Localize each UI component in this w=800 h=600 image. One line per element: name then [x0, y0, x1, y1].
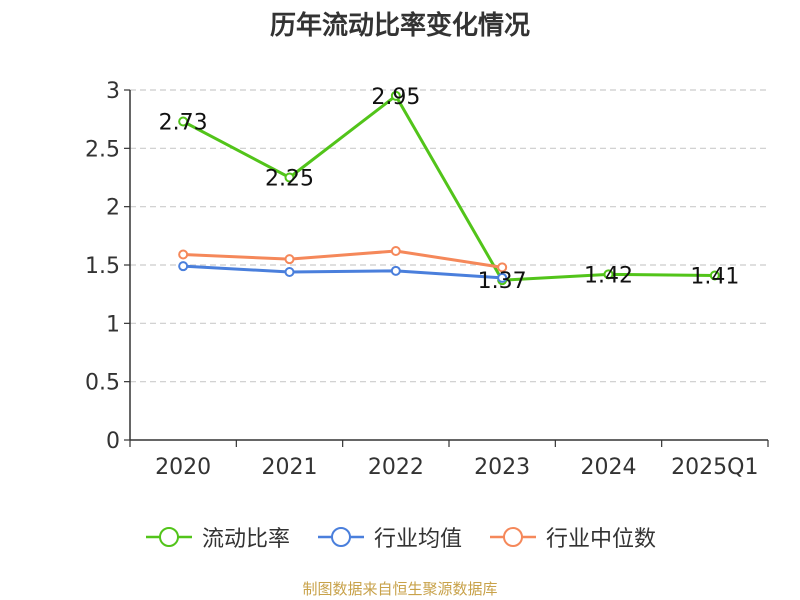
- series-line-2: [183, 249, 503, 269]
- legend-marker-icon: [490, 527, 536, 547]
- series-lines: [178, 90, 720, 286]
- series-line-0: [182, 94, 715, 282]
- x-tick-label-1: 2021: [262, 455, 318, 480]
- data-point-2-2[interactable]: [390, 246, 401, 256]
- data-label-0-1: 2.25: [265, 167, 314, 192]
- data-label-0-5: 1.41: [690, 265, 739, 290]
- data-point-1-2[interactable]: [390, 265, 401, 276]
- data-labels: 2.73 2.25 2.95 1.37 1.42 1.41: [159, 85, 740, 294]
- legend-item-1[interactable]: 行业均值: [316, 521, 462, 553]
- legend-circle: [330, 527, 351, 547]
- y-tick-label-5: 2.5: [85, 137, 120, 162]
- data-point-0-4[interactable]: [603, 269, 614, 280]
- series-line-1: [183, 264, 503, 280]
- legend: 流动比率 行业均值 行业中位数: [0, 520, 800, 554]
- y-tick-label-4: 2: [106, 196, 120, 221]
- legend-marker-icon: [145, 527, 192, 547]
- data-point-0-0[interactable]: [178, 116, 189, 127]
- data-point-2-1[interactable]: [284, 254, 295, 265]
- data-label-0-3: 1.37: [478, 269, 527, 294]
- data-point-2-0[interactable]: [178, 249, 189, 260]
- legend-marker-icon: [317, 527, 364, 547]
- data-point-0-2[interactable]: [390, 90, 401, 101]
- chart-title: 历年流动比率变化情况: [269, 11, 530, 41]
- data-point-1-0[interactable]: [178, 261, 189, 272]
- axes: 0 0.5 1 1.5 2 2.5 3 2020 2021 2022 2023 2024 2025Q1: [85, 79, 769, 480]
- data-point-0-1[interactable]: [284, 172, 295, 183]
- legend-label: 行业均值: [373, 527, 462, 552]
- source-note: 制图数据来自恒生聚源数据库: [302, 580, 498, 598]
- data-label-0-2: 2.95: [371, 85, 420, 110]
- x-tick-label-0: 2020: [155, 455, 211, 480]
- y-tick-label-1: 0.5: [85, 371, 120, 396]
- y-tick-label-3: 1.5: [85, 254, 120, 279]
- legend-label: 流动比率: [201, 527, 290, 552]
- data-point-1-1[interactable]: [284, 267, 295, 277]
- legend-label: 行业中位数: [546, 527, 657, 552]
- x-tick-label-2: 2022: [368, 455, 424, 480]
- data-point-0-5[interactable]: [709, 270, 720, 281]
- y-tick-label-6: 3: [106, 79, 120, 104]
- data-label-0-0: 2.73: [159, 111, 208, 136]
- y-tick-label-0: 0: [106, 429, 120, 454]
- gridlines: [130, 89, 768, 383]
- legend-item-2[interactable]: 行业中位数: [488, 521, 656, 553]
- data-label-0-4: 1.42: [584, 263, 633, 288]
- data-point-1-3[interactable]: [497, 272, 508, 283]
- y-tick-label-2: 1: [106, 312, 120, 337]
- legend-circle: [158, 527, 179, 547]
- x-tick-label-3: 2023: [474, 455, 530, 480]
- legend-item-0[interactable]: 流动比率: [144, 521, 290, 553]
- legend-circle: [503, 527, 523, 547]
- data-point-2-3[interactable]: [497, 262, 508, 273]
- x-tick-label-4: 2024: [581, 455, 637, 480]
- x-tick-label-5: 2025Q1: [671, 455, 758, 480]
